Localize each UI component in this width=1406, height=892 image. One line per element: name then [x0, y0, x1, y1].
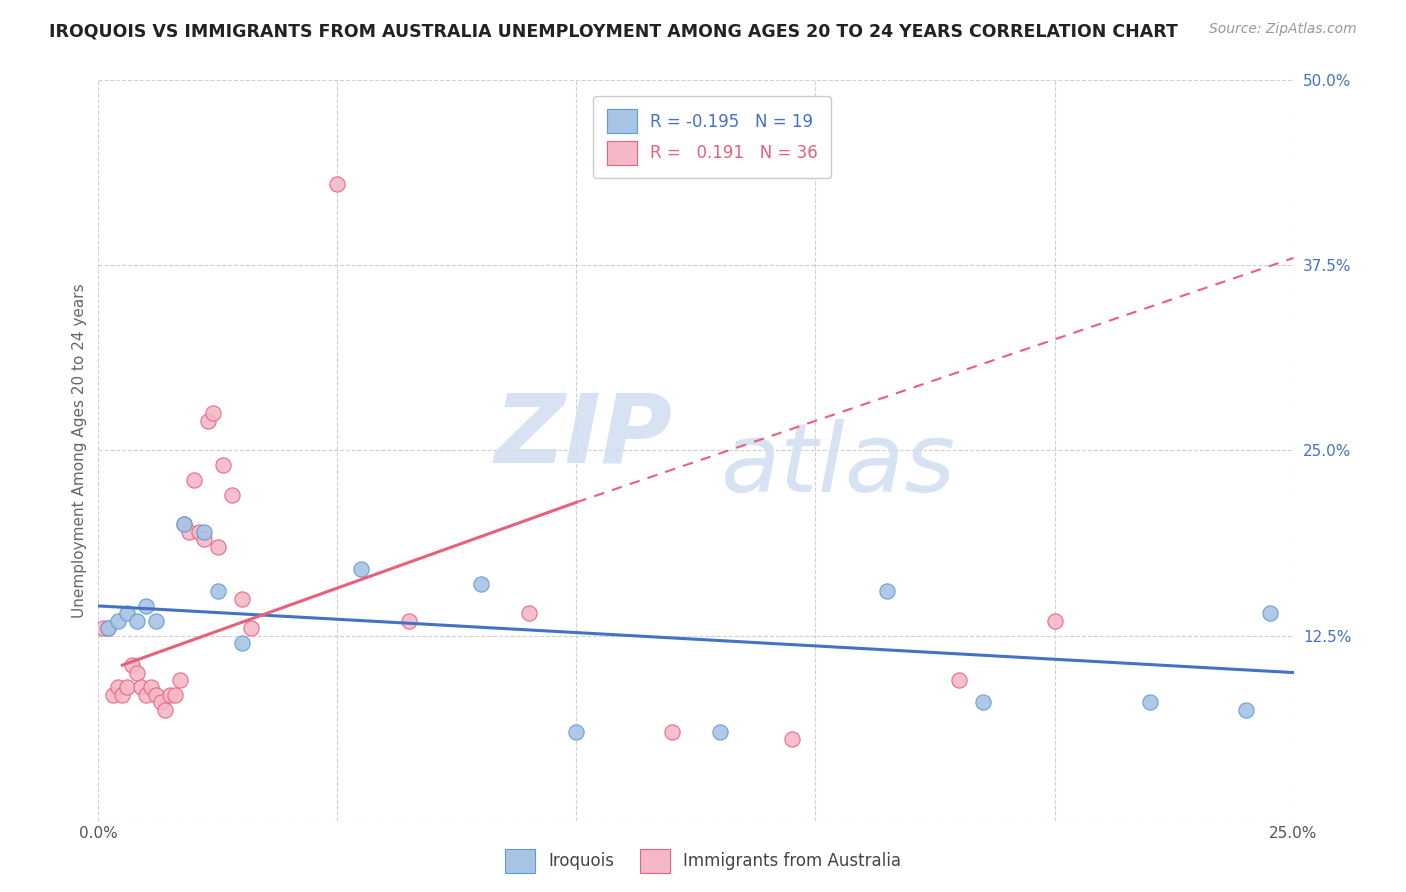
Point	[972, 695, 994, 709]
Point	[780, 732, 803, 747]
Point	[135, 688, 157, 702]
Point	[948, 673, 970, 687]
Point	[115, 607, 138, 621]
Point	[193, 533, 215, 547]
Point	[207, 584, 229, 599]
Point	[231, 636, 253, 650]
Point	[709, 724, 731, 739]
Point	[107, 614, 129, 628]
Point	[470, 576, 492, 591]
Point	[121, 658, 143, 673]
Point	[173, 517, 195, 532]
Point	[91, 621, 114, 635]
Point	[211, 458, 233, 473]
Text: ZIP: ZIP	[494, 389, 672, 483]
Point	[139, 681, 162, 695]
Point	[131, 681, 153, 695]
Point	[1258, 607, 1281, 621]
Point	[97, 621, 120, 635]
Point	[97, 621, 120, 635]
Point	[1234, 703, 1257, 717]
Point	[179, 524, 201, 539]
Point	[135, 599, 157, 613]
Point	[1043, 614, 1066, 628]
Legend: Iroquois, Immigrants from Australia: Iroquois, Immigrants from Australia	[499, 842, 907, 880]
Point	[125, 665, 148, 680]
Text: atlas: atlas	[720, 418, 955, 512]
Point	[326, 177, 349, 191]
Point	[398, 614, 420, 628]
Legend: R = -0.195   N = 19, R =   0.191   N = 36: R = -0.195 N = 19, R = 0.191 N = 36	[593, 96, 831, 178]
Point	[197, 414, 219, 428]
Point	[517, 607, 540, 621]
Point	[183, 473, 205, 487]
Point	[149, 695, 172, 709]
Point	[155, 703, 177, 717]
Point	[221, 488, 243, 502]
Point	[661, 724, 683, 739]
Text: Source: ZipAtlas.com: Source: ZipAtlas.com	[1209, 22, 1357, 37]
Point	[107, 681, 129, 695]
Point	[193, 524, 215, 539]
Point	[125, 614, 148, 628]
Point	[876, 584, 898, 599]
Point	[202, 407, 225, 421]
Point	[231, 591, 253, 606]
Point	[1139, 695, 1161, 709]
Point	[101, 688, 124, 702]
Point	[163, 688, 186, 702]
Point	[173, 517, 195, 532]
Point	[145, 614, 167, 628]
Point	[240, 621, 263, 635]
Point	[145, 688, 167, 702]
Text: IROQUOIS VS IMMIGRANTS FROM AUSTRALIA UNEMPLOYMENT AMONG AGES 20 TO 24 YEARS COR: IROQUOIS VS IMMIGRANTS FROM AUSTRALIA UN…	[49, 22, 1178, 40]
Y-axis label: Unemployment Among Ages 20 to 24 years: Unemployment Among Ages 20 to 24 years	[72, 283, 87, 618]
Point	[159, 688, 181, 702]
Point	[111, 688, 134, 702]
Point	[565, 724, 588, 739]
Point	[115, 681, 138, 695]
Point	[187, 524, 209, 539]
Point	[169, 673, 191, 687]
Point	[350, 562, 373, 576]
Point	[207, 540, 229, 554]
